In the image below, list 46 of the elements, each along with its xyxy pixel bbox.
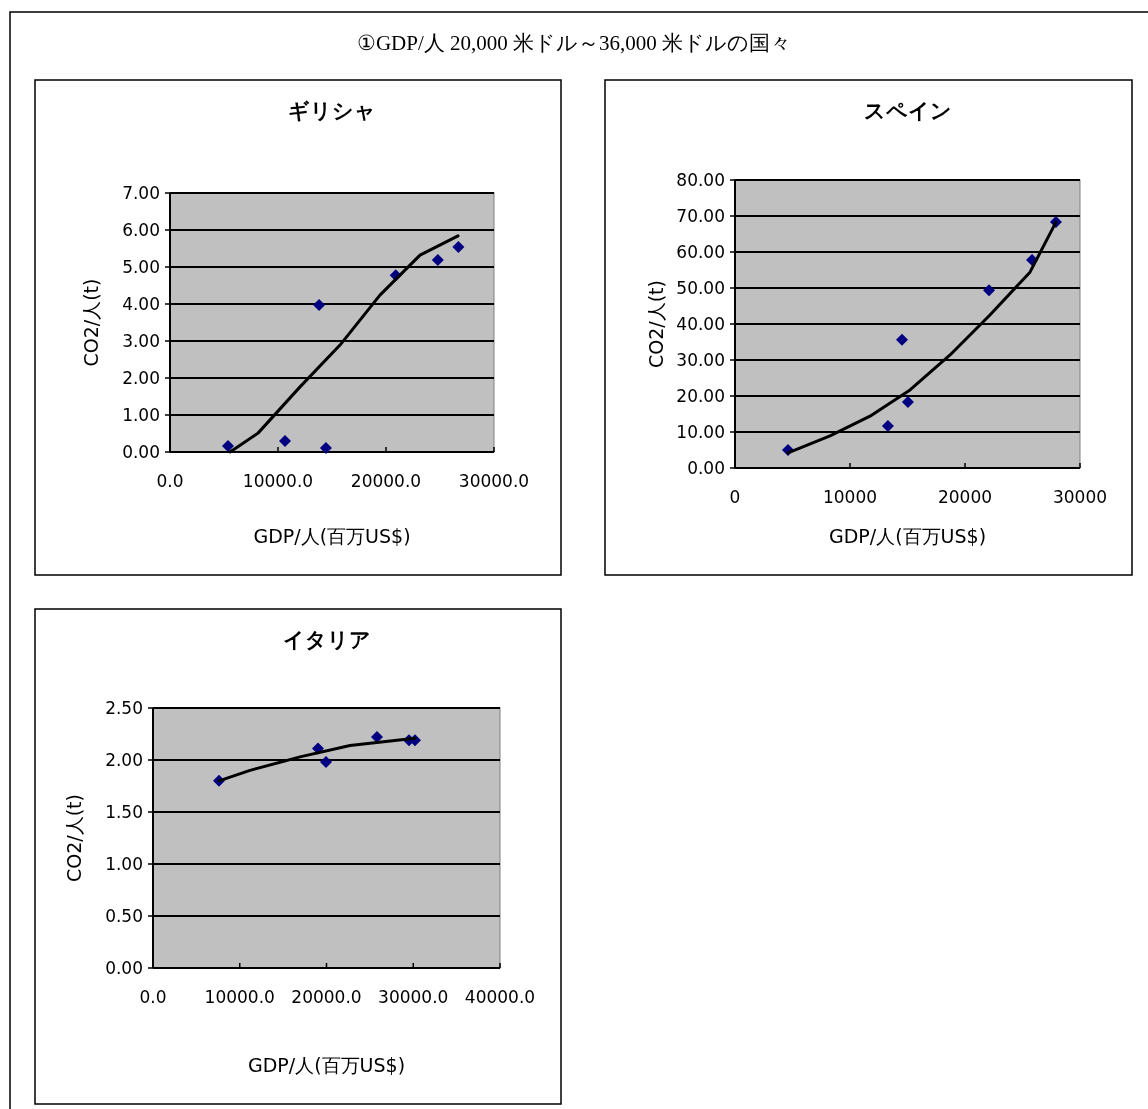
x-tick-label: 10000.0 [204, 987, 275, 1007]
x-tick-label: 40000.0 [464, 987, 536, 1007]
y-tick-label: 0.00 [105, 958, 143, 978]
y-tick-label: 7.00 [122, 183, 160, 203]
y-tick-label: 6.00 [122, 220, 160, 240]
y-tick-label: 2.50 [105, 698, 143, 718]
y-tick-label: 20.00 [676, 386, 725, 406]
chart-title: イタリア [282, 628, 371, 652]
y-tick-label: 0.00 [122, 442, 160, 462]
x-axis-title: GDP/人(百万US$) [253, 525, 411, 547]
y-tick-label: 1.00 [122, 405, 160, 425]
x-tick-label: 30000 [1052, 487, 1108, 507]
x-tick-label: 30000.0 [378, 987, 449, 1007]
y-tick-label: 50.00 [676, 278, 725, 298]
y-tick-label: 5.00 [122, 257, 160, 277]
y-tick-label: 4.00 [122, 294, 160, 314]
chart-title: スペイン [863, 99, 952, 123]
y-tick-label: 1.50 [105, 802, 143, 822]
y-tick-label: 60.00 [676, 242, 725, 262]
x-axis-title: GDP/人(百万US$) [247, 1054, 406, 1076]
y-tick-label: 2.00 [122, 368, 160, 388]
x-tick-label: 20000.0 [291, 987, 362, 1007]
y-axis-title: CO2/人(t) [645, 280, 667, 368]
y-tick-label: 40.00 [676, 314, 725, 334]
y-axis-title: CO2/人(t) [63, 794, 85, 882]
x-tick-label: 10000.0 [242, 471, 314, 491]
text: ①GDP/人 20,000 米ドル～36,000 米ドルの国々 [356, 31, 792, 55]
y-tick-label: 10.00 [676, 422, 725, 442]
chart-title: ギリシャ [288, 99, 376, 123]
y-axis-title: CO2/人(t) [80, 278, 102, 367]
y-tick-label: 3.00 [122, 331, 160, 351]
x-tick-label: 0.0 [156, 471, 184, 491]
y-tick-label: 30.00 [676, 350, 725, 370]
x-tick-label: 20000 [937, 487, 993, 507]
x-tick-label: 30000.0 [458, 471, 530, 491]
y-tick-label: 0.50 [105, 906, 143, 926]
y-tick-label: 2.00 [105, 750, 143, 770]
y-tick-label: 70.00 [676, 206, 725, 226]
y-tick-label: 0.00 [687, 458, 725, 478]
x-tick-label: 0 [729, 487, 741, 507]
x-tick-label: 20000.0 [350, 471, 422, 491]
y-tick-label: 80.00 [676, 170, 725, 190]
x-tick-label: 10000 [822, 487, 878, 507]
x-axis-title: GDP/人(百万US$) [828, 525, 987, 547]
x-tick-label: 0.0 [139, 987, 167, 1007]
y-tick-label: 1.00 [105, 854, 143, 874]
